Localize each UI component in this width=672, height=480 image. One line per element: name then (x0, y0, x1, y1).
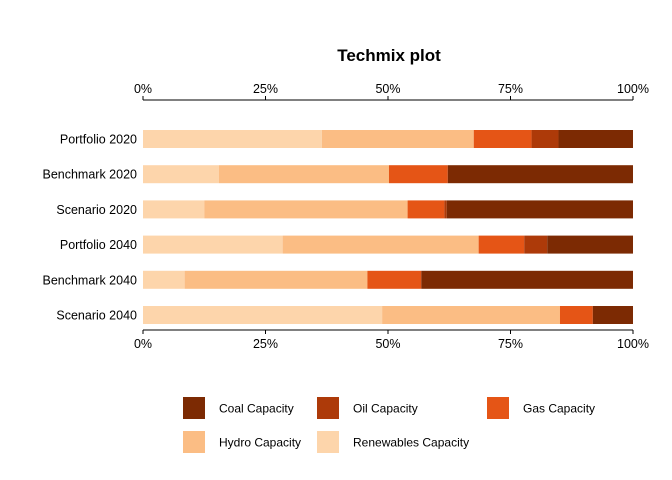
bottom-x-axis: 0% 25% 50% 75% 100% (134, 329, 649, 351)
bar-segment (367, 270, 422, 289)
bar-segment (143, 306, 383, 324)
bar-segment (444, 200, 447, 219)
legend-label: Gas Capacity (523, 402, 595, 416)
legend-swatch (317, 431, 339, 453)
bar-segment (421, 270, 633, 289)
category-label: Portfolio 2040 (60, 238, 137, 252)
bar-segment (143, 235, 283, 254)
legend-swatch (487, 397, 509, 419)
chart-title: Techmix plot (337, 46, 441, 65)
bottom-x-tick-label: 100% (617, 337, 649, 351)
bar-segment (388, 165, 448, 184)
bar-segment (143, 165, 219, 184)
bar-segment (547, 235, 633, 254)
legend-label: Hydro Capacity (219, 436, 301, 450)
bar-segment (184, 270, 368, 289)
bar-segment (592, 306, 633, 324)
bottom-x-tick-label: 75% (498, 337, 523, 351)
bar-segment (558, 130, 633, 148)
legend-swatch (183, 397, 205, 419)
legend-label: Oil Capacity (353, 402, 418, 416)
bar-segment (559, 306, 593, 324)
legend-label: Renewables Capacity (353, 436, 469, 450)
bar-segment (473, 130, 532, 148)
bottom-x-tick-label: 0% (134, 337, 152, 351)
top-x-tick-label: 75% (498, 82, 523, 96)
bar-segment (382, 306, 560, 324)
bar-segment (282, 235, 479, 254)
bar-segment (524, 235, 548, 254)
legend-label: Coal Capacity (219, 402, 294, 416)
bar-segment (478, 235, 525, 254)
bar-segment (407, 200, 445, 219)
bar-segment (143, 130, 322, 148)
bar-segment (143, 270, 185, 289)
bar-segment (446, 200, 633, 219)
bottom-x-tick-label: 25% (253, 337, 278, 351)
category-label: Scenario 2020 (56, 203, 137, 217)
top-x-axis: 0% 25% 50% 75% 100% (134, 82, 649, 101)
bar-segment (143, 200, 205, 219)
bottom-x-tick-label: 50% (375, 337, 400, 351)
top-x-tick-label: 25% (253, 82, 278, 96)
category-label: Benchmark 2040 (42, 273, 137, 287)
legend-swatch (317, 397, 339, 419)
category-label: Portfolio 2020 (60, 133, 137, 147)
category-label: Benchmark 2020 (42, 168, 137, 182)
legend: Coal Capacity Oil Capacity Gas Capacity Hyd… (183, 397, 595, 453)
category-label: Scenario 2040 (56, 309, 137, 323)
top-x-tick-label: 50% (375, 82, 400, 96)
bar-segment (321, 130, 474, 148)
bar-segment (204, 200, 408, 219)
top-x-tick-label: 0% (134, 82, 152, 96)
bar-segment (447, 165, 633, 184)
bar-segment (218, 165, 389, 184)
legend-swatch (183, 431, 205, 453)
bar-segment (531, 130, 559, 148)
category-labels: Portfolio 2020 Benchmark 2020 Scenario 202… (42, 133, 137, 323)
top-x-tick-label: 100% (617, 82, 649, 96)
stacked-bars (143, 130, 633, 324)
